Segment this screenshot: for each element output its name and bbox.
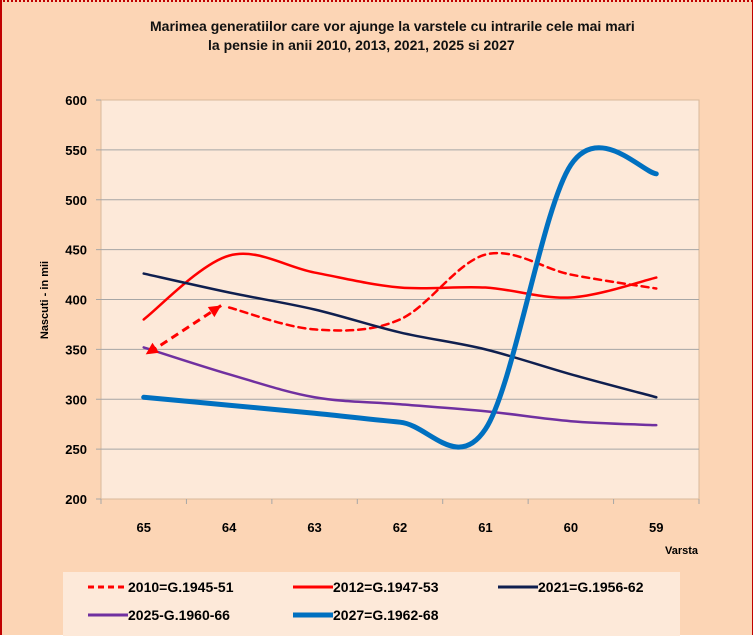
x-tick-label: 64 <box>222 520 237 535</box>
y-tick-label: 300 <box>65 392 87 407</box>
x-tick-label: 61 <box>478 520 492 535</box>
x-tick-label: 63 <box>307 520 321 535</box>
series-line-2025-g-1960-66 <box>142 346 658 427</box>
annotation-arrow <box>148 304 222 354</box>
legend-entry-label: 2021=G.1956-62 <box>538 579 644 595</box>
legend-entry-label: 2010=G.1945-51 <box>128 579 234 595</box>
y-tick-label: 450 <box>65 243 87 258</box>
y-tick-label: 550 <box>65 143 87 158</box>
y-tick-label: 350 <box>65 342 87 357</box>
y-axis-label: Nascuti - in mii <box>39 261 51 339</box>
legend-entry-label: 2012=G.1947-53 <box>333 579 439 595</box>
x-tick-label: 65 <box>136 520 150 535</box>
series-line-2027-g-1962-68 <box>141 145 659 450</box>
arrowhead-icon <box>145 342 160 355</box>
y-tick-label: 200 <box>65 492 87 507</box>
x-tick-label: 60 <box>564 520 578 535</box>
chart-title-line2: la pensie in anii 2010, 2013, 2021, 2025… <box>208 37 515 53</box>
x-tick-label: 62 <box>393 520 407 535</box>
y-tick-label: 400 <box>65 293 87 308</box>
series-line-2021-g-1956-62 <box>142 272 658 399</box>
legend-entry-label: 2027=G.1962-68 <box>333 607 439 623</box>
series-line-2010-g-1945-51 <box>227 251 658 332</box>
y-tick-label: 250 <box>65 442 87 457</box>
y-tick-label: 600 <box>65 93 87 108</box>
chart-title-line1: Marimea generatiilor care vor ajunge la … <box>150 18 635 34</box>
legend-entry-label: 2025-G.1960-66 <box>128 607 230 623</box>
y-tick-label: 500 <box>65 193 87 208</box>
series-line-2012-g-1947-53 <box>142 252 658 321</box>
legend <box>63 572 680 636</box>
arrowhead-icon <box>207 305 222 318</box>
x-tick-label: 59 <box>649 520 663 535</box>
x-axis-label: Varsta <box>665 545 699 557</box>
